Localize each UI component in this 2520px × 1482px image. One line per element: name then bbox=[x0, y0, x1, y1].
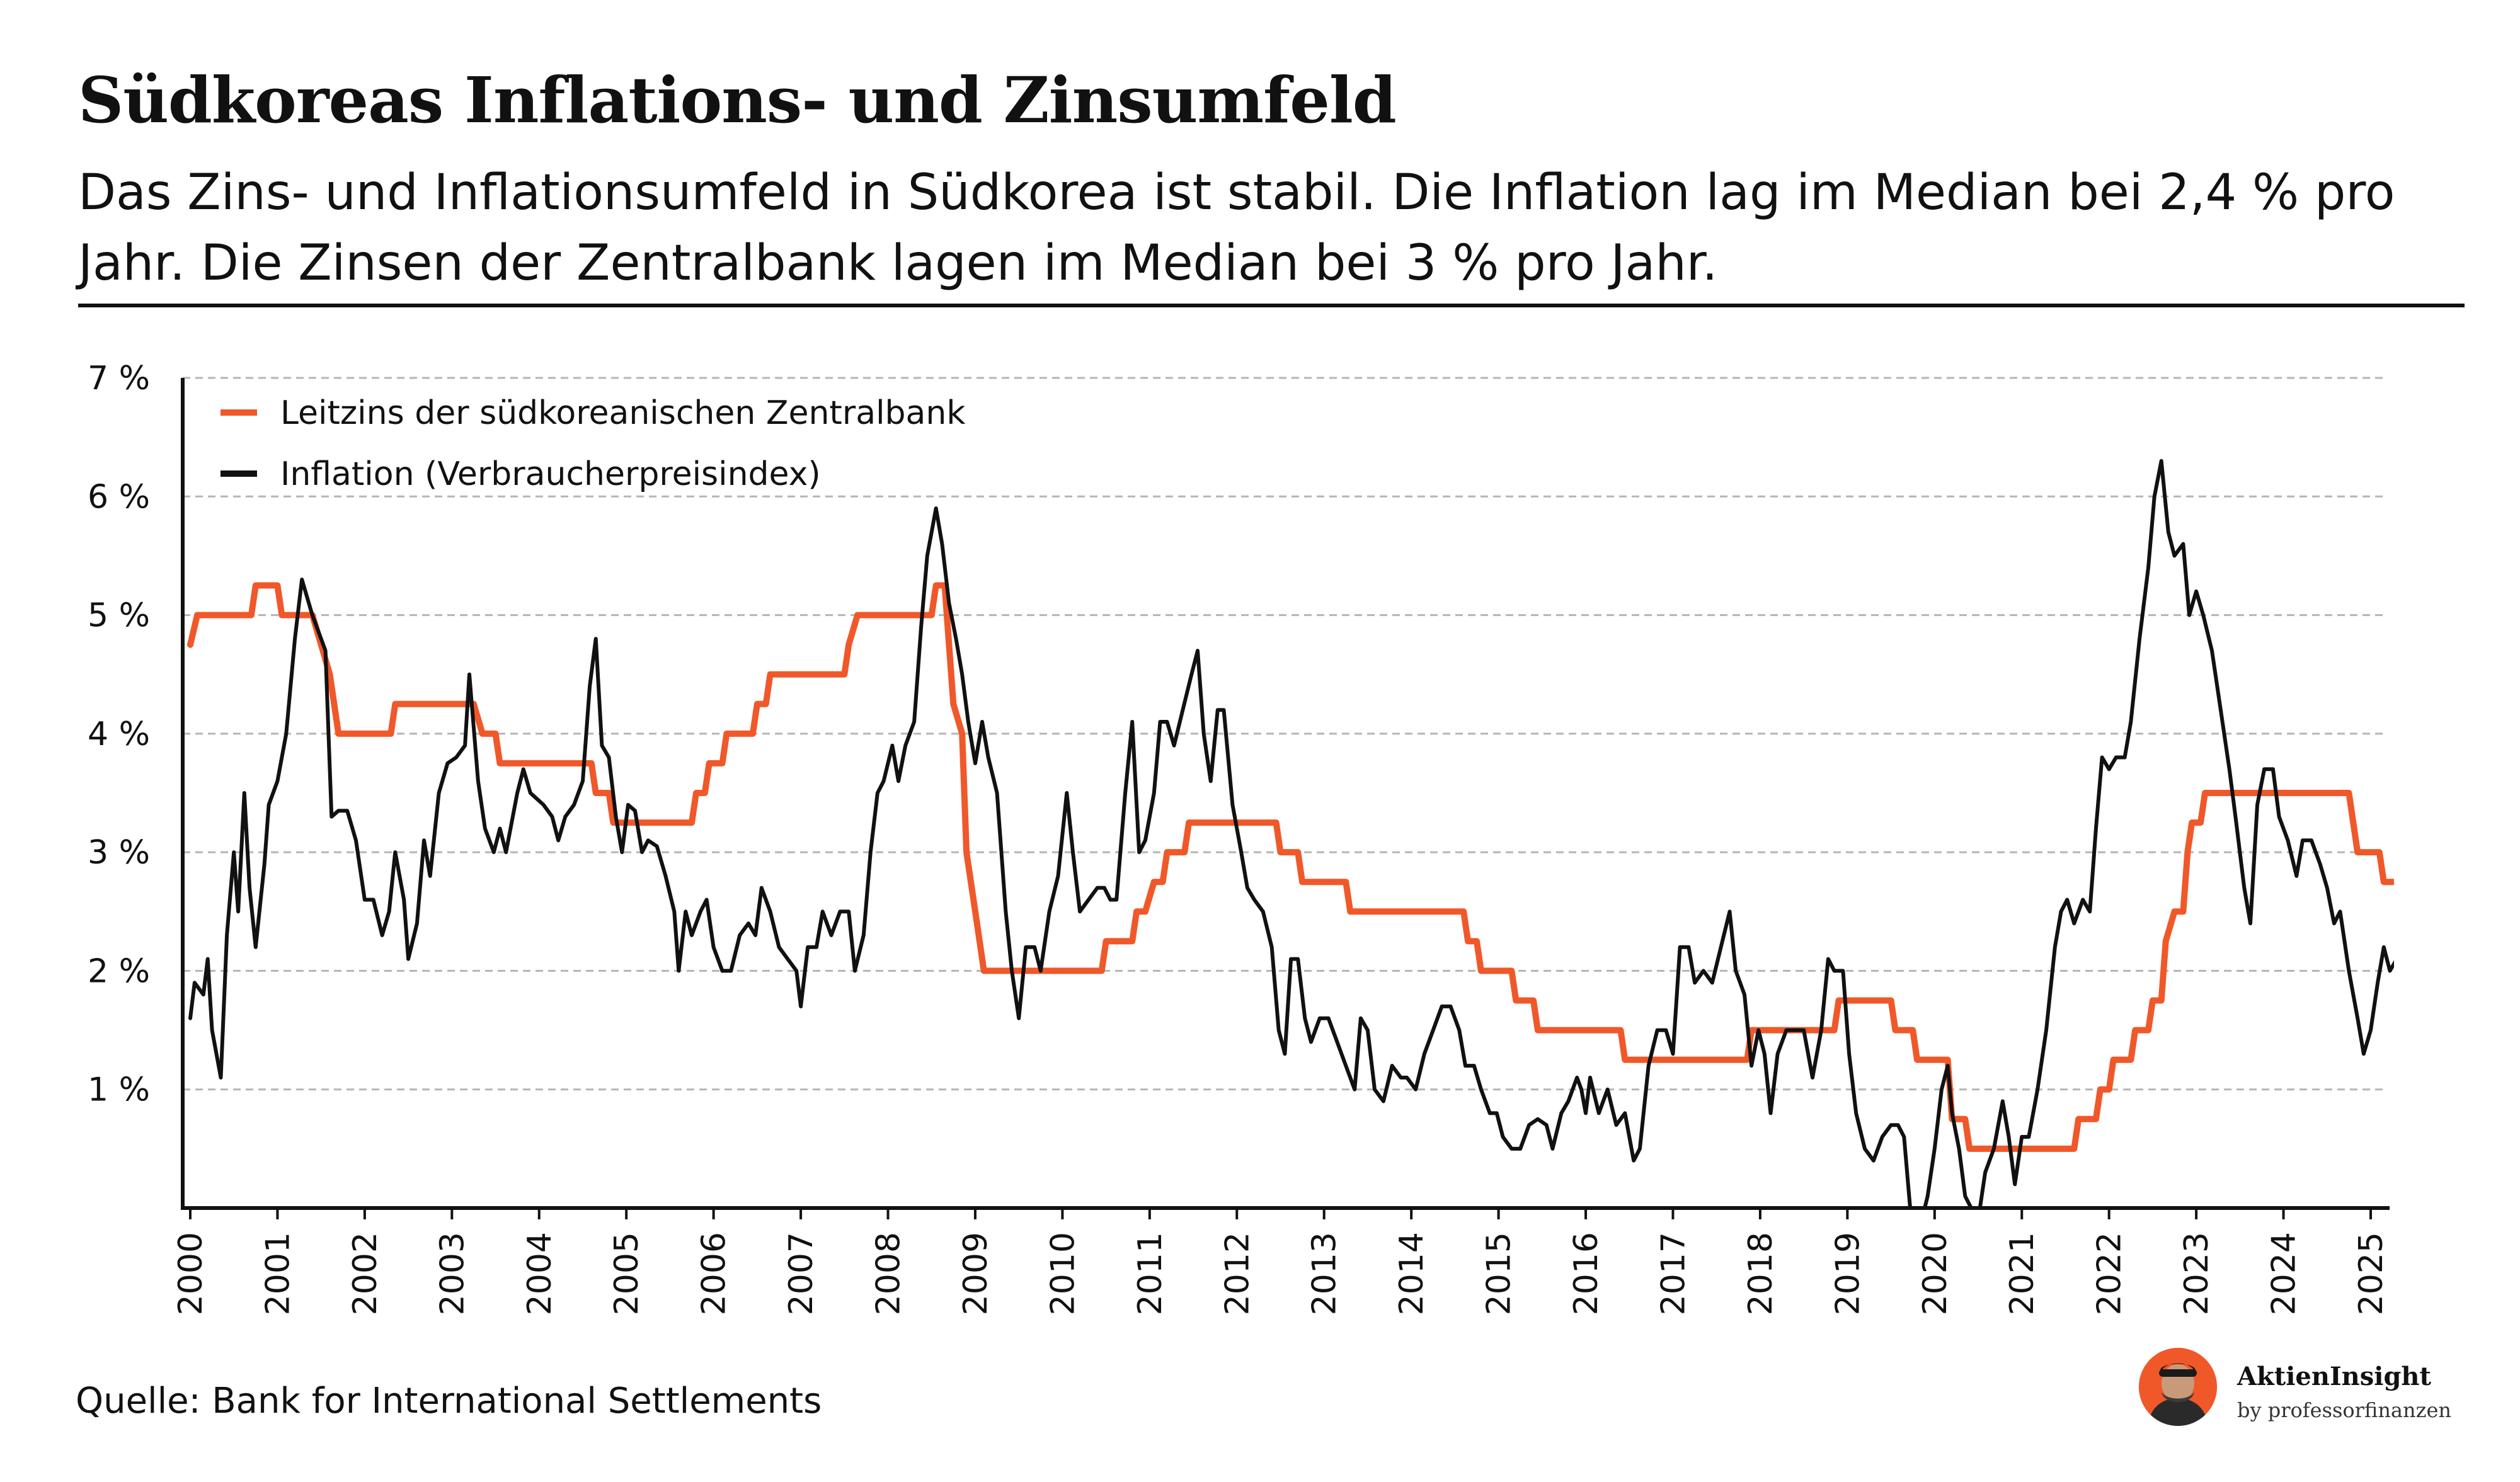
y-tick-label: 1 % bbox=[88, 1071, 150, 1109]
x-tick-label: 2009 bbox=[957, 1232, 995, 1315]
avatar bbox=[2139, 1348, 2217, 1426]
x-tick-label: 2017 bbox=[1654, 1232, 1692, 1315]
legend-label-inflation: Inflation (Verbraucherpreisindex) bbox=[280, 455, 821, 493]
x-tick-label: 2004 bbox=[521, 1232, 559, 1315]
x-tick-label: 2016 bbox=[1567, 1232, 1605, 1315]
x-tick-label: 2001 bbox=[259, 1232, 297, 1315]
legend-label-rate: Leitzins der südkoreanischen Zentralbank bbox=[280, 394, 965, 432]
x-tick-label: 2019 bbox=[1829, 1232, 1867, 1315]
y-tick-label: 6 % bbox=[88, 478, 150, 516]
y-tick-labels: 1 % 2 % 3 % 4 % 5 % 6 % 7 % bbox=[88, 360, 150, 1109]
x-tick-label: 2025 bbox=[2352, 1232, 2390, 1315]
source-note: Quelle: Bank for International Settlemen… bbox=[76, 1381, 822, 1422]
y-tick-label: 7 % bbox=[88, 360, 150, 397]
x-tick-label: 2022 bbox=[2091, 1232, 2129, 1315]
brand-name: AktienInsight bbox=[2237, 1362, 2431, 1391]
x-tick-label: 2023 bbox=[2178, 1232, 2216, 1315]
series-line-inflation bbox=[188, 459, 2394, 1208]
x-tick-label: 2024 bbox=[2265, 1232, 2303, 1315]
x-tick-label: 2005 bbox=[608, 1232, 646, 1315]
x-tick-label: 2000 bbox=[172, 1232, 210, 1315]
y-tick-label: 4 % bbox=[88, 715, 150, 753]
x-tick-label: 2021 bbox=[2003, 1232, 2041, 1315]
brand-logo[interactable]: AktienInsight by professorfinanzen bbox=[2139, 1343, 2466, 1437]
x-tick-label: 2018 bbox=[1742, 1232, 1780, 1315]
x-tick-label: 2020 bbox=[1916, 1232, 1954, 1315]
axes bbox=[181, 378, 2390, 1210]
legend: Leitzins der südkoreanischen Zentralbank… bbox=[220, 394, 965, 493]
x-tick-label: 2015 bbox=[1480, 1232, 1518, 1315]
header-divider bbox=[78, 304, 2465, 307]
avatar-portrait-icon bbox=[2139, 1348, 2217, 1426]
x-tick-label: 2008 bbox=[870, 1232, 908, 1315]
x-tick-label: 2012 bbox=[1218, 1232, 1256, 1315]
x-tick-labels: 2000 2001 2002 2003 2004 2005 2006 2007 2008 2009… bbox=[172, 1208, 2390, 1315]
chart-title: Südkoreas Inflations- und Zinsumfeld bbox=[78, 63, 1397, 137]
y-tick-label: 5 % bbox=[88, 597, 150, 635]
x-tick-label: 2007 bbox=[782, 1232, 820, 1315]
x-tick-label: 2014 bbox=[1393, 1232, 1431, 1315]
x-tick-label: 2013 bbox=[1306, 1232, 1344, 1315]
x-tick-label: 2011 bbox=[1131, 1232, 1169, 1315]
x-tick-label: 2006 bbox=[696, 1232, 733, 1315]
y-tick-label: 3 % bbox=[88, 834, 150, 872]
x-tick-label: 2010 bbox=[1044, 1232, 1082, 1315]
chart-subtitle: Das Zins- und Inflationsumfeld in Südkor… bbox=[78, 164, 2395, 292]
brand-tagline: by professorfinanzen bbox=[2237, 1398, 2452, 1422]
series-group bbox=[187, 459, 2394, 1208]
x-tick-label: 2003 bbox=[433, 1232, 471, 1315]
y-tick-label: 2 % bbox=[88, 952, 150, 990]
series-line-rate bbox=[187, 582, 2394, 1152]
x-tick-label: 2002 bbox=[346, 1232, 384, 1315]
